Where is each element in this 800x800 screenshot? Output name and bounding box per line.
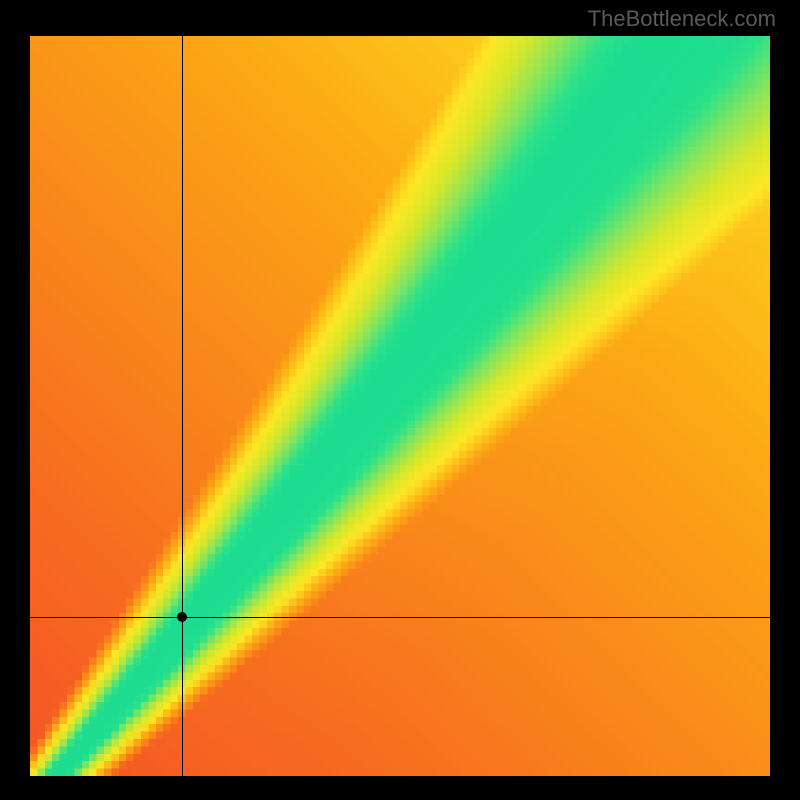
watermark-text: TheBottleneck.com bbox=[588, 6, 776, 32]
crosshair-vertical bbox=[182, 36, 183, 776]
crosshair-horizontal bbox=[30, 617, 770, 618]
heatmap-chart bbox=[30, 36, 770, 776]
crosshair-marker bbox=[177, 612, 187, 622]
outer-frame: TheBottleneck.com bbox=[0, 0, 800, 800]
heatmap-canvas bbox=[30, 36, 770, 776]
